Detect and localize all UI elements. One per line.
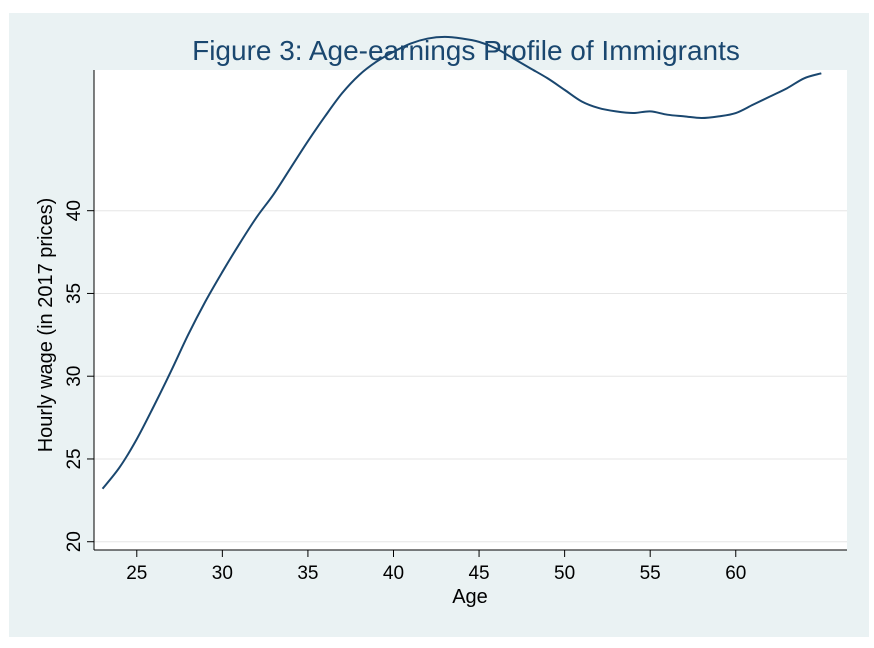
x-tick-label-60: 60 xyxy=(725,563,746,584)
x-tick-label-40: 40 xyxy=(383,563,404,584)
y-ticks: 20 25 30 35 40 xyxy=(64,200,94,552)
x-tick-label-45: 45 xyxy=(468,563,489,584)
chart-frame: Figure 3: Age-earnings Profile of Immigr… xyxy=(9,13,869,637)
y-tick-label-30: 30 xyxy=(64,366,85,387)
y-tick-label-20: 20 xyxy=(64,531,85,552)
x-tick-label-25: 25 xyxy=(126,563,147,584)
plot-area xyxy=(94,70,847,550)
x-tick-label-50: 50 xyxy=(554,563,575,584)
x-tick-label-35: 35 xyxy=(297,563,318,584)
y-axis-label: Hourly wage (in 2017 prices) xyxy=(35,198,57,453)
y-tick-label-25: 25 xyxy=(64,448,85,469)
series-line-wage xyxy=(101,35,822,490)
gridlines xyxy=(94,210,847,543)
x-axis-label: Age xyxy=(452,586,488,608)
line-chart: Figure 3: Age-earnings Profile of Immigr… xyxy=(35,35,847,608)
y-tick-label-35: 35 xyxy=(64,283,85,304)
x-tick-label-30: 30 xyxy=(212,563,233,584)
x-ticks: 25 30 35 40 45 50 55 60 xyxy=(126,550,746,584)
x-tick-label-55: 55 xyxy=(640,563,661,584)
y-tick-label-40: 40 xyxy=(64,200,85,221)
